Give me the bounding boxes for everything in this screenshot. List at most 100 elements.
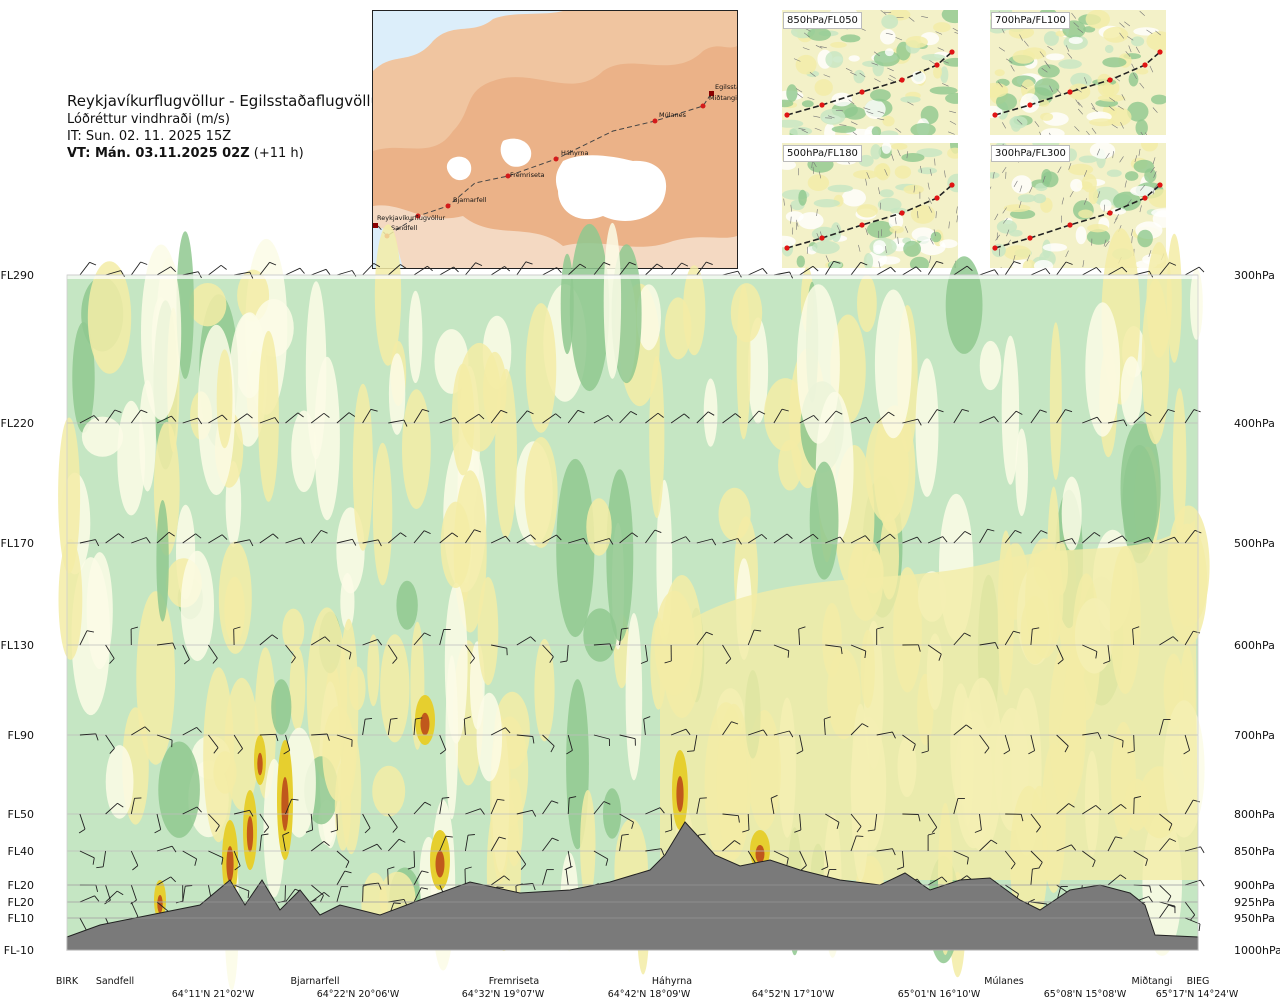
mini-field-blob — [1058, 59, 1082, 69]
wind-barb — [336, 870, 352, 886]
wind-barb — [619, 813, 634, 829]
mini-barb — [1049, 132, 1051, 135]
velocity-blob — [796, 284, 840, 444]
wind-barb — [1133, 411, 1152, 424]
very-strong-updraft — [281, 777, 289, 831]
mini-field-blob — [910, 123, 936, 135]
map-label-mulanes: Múlanes — [659, 111, 687, 119]
mini-barb — [913, 185, 916, 193]
velocity-blob — [258, 330, 279, 502]
mini-barb — [927, 182, 930, 190]
wind-barb — [696, 631, 713, 646]
mini-barb — [1109, 97, 1116, 102]
mini-barb — [1013, 180, 1018, 188]
mini-barb — [839, 124, 847, 126]
velocity-blob — [271, 679, 292, 735]
left-axis-tick: FL90 — [8, 729, 34, 742]
wind-barb — [130, 850, 139, 871]
location-label: BIEG — [1187, 976, 1210, 987]
mini-barb — [790, 216, 792, 224]
mini-barb — [1019, 34, 1023, 41]
wind-barb — [687, 734, 698, 752]
wind-barb — [336, 412, 356, 424]
wind-barb — [130, 409, 148, 424]
mini-barb — [1071, 12, 1077, 19]
mini-barb — [1012, 255, 1016, 262]
mini-field-blob — [841, 189, 866, 207]
wind-barb — [387, 838, 406, 852]
wind-barb — [796, 734, 804, 755]
mini-barb — [835, 110, 843, 112]
wind-barb — [953, 798, 965, 815]
mini-field-blob — [825, 51, 844, 68]
mini-field-blob — [831, 92, 853, 107]
wind-barb — [927, 409, 944, 424]
wind-barb — [490, 409, 508, 424]
mini-field-blob — [1086, 229, 1111, 245]
velocity-blob — [1120, 356, 1143, 426]
wind-barb — [953, 408, 970, 424]
mini-barb — [929, 238, 934, 245]
mini-barb — [1155, 30, 1161, 36]
top-band — [67, 275, 1198, 279]
mini-barb — [845, 68, 853, 72]
velocity-blob — [372, 442, 393, 586]
mini-barb — [935, 211, 937, 219]
mini-barb — [873, 51, 880, 57]
right-axis-tick: 500hPa — [1234, 537, 1275, 550]
mini-field-blob — [789, 126, 813, 135]
mini-field-blob — [939, 239, 958, 249]
mini-barb — [935, 31, 943, 35]
mini-barb — [941, 83, 949, 87]
wind-barb — [1056, 538, 1076, 545]
wind-barb — [1082, 850, 1096, 868]
level-map-850-svg — [782, 10, 958, 135]
wind-barb — [285, 537, 305, 545]
velocity-blob — [72, 322, 95, 433]
location-label: BIRK — [56, 976, 79, 987]
wind-barb — [850, 416, 871, 424]
level-map-300: 300hPa/FL300 — [990, 143, 1166, 268]
mini-route-line — [786, 51, 953, 116]
wind-barb — [1133, 850, 1148, 867]
wind-barb — [593, 415, 614, 424]
wind-barb — [233, 734, 243, 755]
wind-barb — [876, 411, 895, 424]
wind-barb — [979, 642, 999, 650]
mini-barb — [995, 234, 1001, 241]
wind-barb — [259, 833, 269, 852]
wind-barb — [1184, 266, 1205, 276]
mini-barb — [850, 121, 858, 125]
mini-field-blob — [1033, 260, 1054, 268]
wind-barb — [979, 839, 998, 852]
mini-field-blob — [903, 240, 921, 257]
mini-barb — [836, 225, 841, 232]
mini-barb — [866, 172, 870, 179]
velocity-blob — [457, 342, 502, 452]
mini-route-line — [786, 184, 953, 249]
coast-shape — [373, 205, 737, 268]
wind-barb — [566, 734, 573, 755]
mini-route-point — [934, 62, 940, 68]
mini-barb — [908, 16, 915, 22]
wind-barb — [1082, 267, 1102, 276]
mini-barb — [884, 169, 888, 176]
mini-field-blob — [884, 48, 894, 57]
mini-route-point — [1157, 49, 1163, 55]
wind-barb — [645, 807, 665, 815]
level-map-300-svg — [990, 143, 1166, 268]
wind-barb — [516, 850, 527, 870]
mini-barb — [1134, 155, 1138, 163]
velocity-blob — [141, 244, 182, 421]
mini-field-blob — [990, 172, 1000, 179]
mini-barb — [1002, 217, 1008, 224]
mini-field-blob — [1011, 175, 1032, 194]
map-label-egilsstadir: Egilssta — [715, 83, 737, 91]
very-strong-updraft — [226, 846, 234, 882]
mini-barb — [1119, 22, 1125, 28]
wind-barb — [542, 869, 554, 886]
coordinate-label: 65°08'N 15°08'W — [1044, 989, 1127, 1000]
wind-barb — [105, 270, 125, 277]
right-axis-tick: 1000hPa — [1234, 944, 1280, 957]
mini-field-blob — [1003, 204, 1031, 212]
